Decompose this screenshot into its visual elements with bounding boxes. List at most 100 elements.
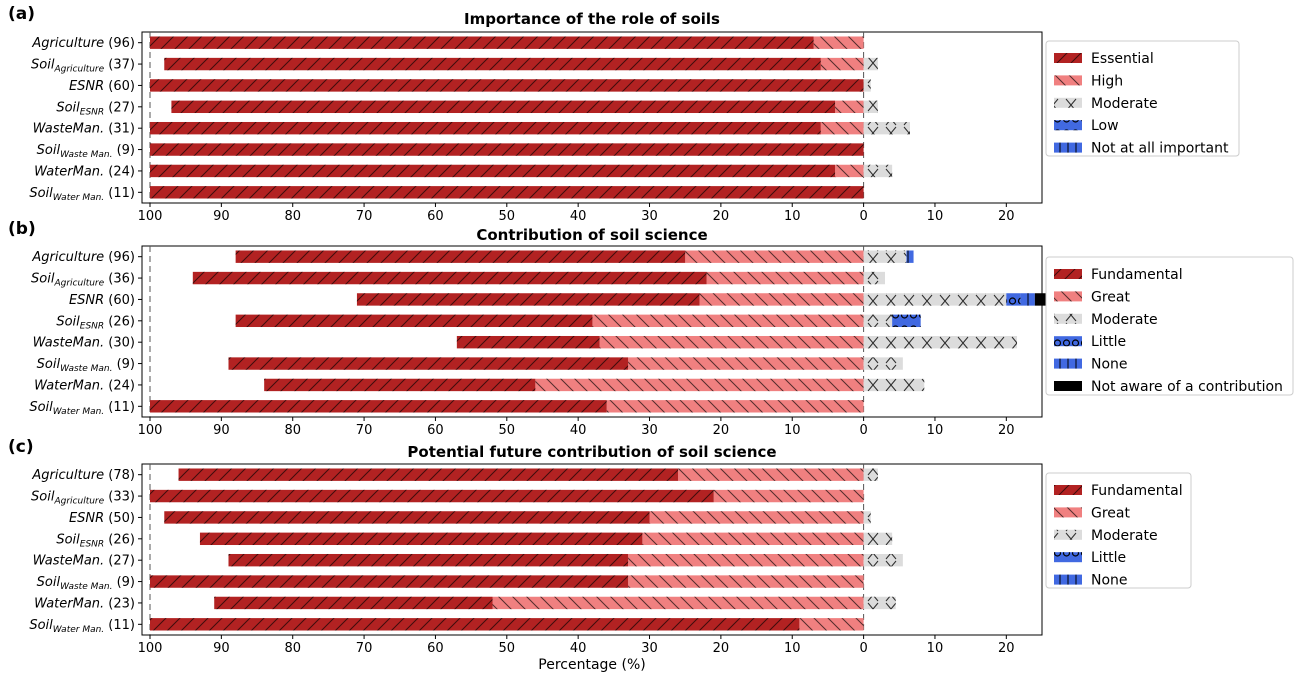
- bar-essential: [150, 36, 814, 49]
- legend-item: Moderate: [1054, 96, 1158, 112]
- x-tick-label: 20: [713, 423, 730, 438]
- bar-great: [535, 378, 864, 392]
- x-tick-label: 60: [427, 641, 444, 656]
- y-tick-label: SoilWaste Man. (9): [37, 357, 135, 374]
- legend-label: Not aware of a contribution: [1091, 379, 1283, 395]
- bar-row: [150, 36, 864, 49]
- x-tick-label: 0: [859, 423, 867, 438]
- x-tick-label: 90: [213, 423, 230, 438]
- bar-little: [1006, 293, 1021, 306]
- legend-label: Essential: [1091, 51, 1154, 67]
- x-tick-label: 10: [927, 209, 944, 224]
- bar-row: [150, 489, 864, 503]
- bar-great: [628, 575, 864, 588]
- bar-none: [906, 250, 914, 263]
- bar-moderate: [863, 596, 896, 610]
- y-tick-label: SoilWater Man. (11): [29, 186, 135, 203]
- bar-essential: [150, 186, 864, 199]
- bar-essential: [150, 79, 864, 92]
- bar-row: [164, 57, 878, 71]
- x-tick-label: 40: [570, 641, 587, 656]
- bar-row: [228, 553, 903, 567]
- axes-frame: [141, 31, 1043, 204]
- bar-moderate: [863, 121, 910, 135]
- bar-fundamental: [228, 553, 629, 567]
- x-tick-label: 0: [859, 641, 867, 656]
- legend: Essential High Moderate Low Not at all impor…: [1045, 40, 1240, 157]
- bar-great: [706, 271, 864, 285]
- x-tick-label: 50: [499, 209, 516, 224]
- x-tick-label: 80: [284, 423, 301, 438]
- legend-label: Not at all important: [1091, 141, 1229, 157]
- legend-item: High: [1054, 73, 1123, 89]
- legend-label: Low: [1091, 118, 1119, 134]
- panel-b: (b) Contribution of soil science Agricultu…: [8, 219, 1294, 438]
- x-tick-label: 60: [427, 423, 444, 438]
- bar-row: [192, 271, 886, 285]
- legend-label: Little: [1091, 334, 1126, 350]
- y-tick-label: Agriculture (96): [31, 36, 135, 51]
- bar-great: [606, 400, 864, 413]
- y-tick-label: SoilESNR (26): [56, 532, 135, 549]
- legend-label: Great: [1091, 289, 1130, 305]
- legend-item: Moderate: [1054, 528, 1158, 544]
- panel-letter: (b): [8, 219, 36, 239]
- legend-item: Essential: [1054, 51, 1154, 67]
- y-tick-label: ESNR (60): [69, 79, 135, 94]
- x-tick-label: 20: [998, 209, 1015, 224]
- x-tick-label: 20: [998, 641, 1015, 656]
- legend-swatch: [1054, 552, 1082, 563]
- bar-essential: [164, 57, 821, 71]
- legend-swatch: [1054, 53, 1082, 63]
- x-tick-label: 80: [284, 209, 301, 224]
- bar-row: [456, 335, 1018, 349]
- bar-row: [171, 100, 878, 114]
- legend-swatch: [1054, 120, 1082, 131]
- bar-great: [678, 468, 864, 481]
- x-tick-label: 30: [641, 209, 658, 224]
- bar-row: [178, 468, 878, 481]
- bar-fundamental: [150, 575, 629, 588]
- legend-item: Not at all important: [1054, 141, 1229, 157]
- bar-high: [820, 121, 864, 135]
- bar-row: [228, 357, 903, 370]
- bar-moderate: [863, 314, 893, 328]
- bar-great: [642, 532, 864, 546]
- bar-great: [628, 357, 864, 370]
- bar-fundamental: [192, 271, 707, 285]
- legend-label: Little: [1091, 550, 1126, 566]
- bar-row: [150, 121, 910, 135]
- panel-letter: (a): [8, 4, 35, 24]
- y-tick-label: WasteMan. (27): [33, 554, 135, 569]
- panel-title: Importance of the role of soils: [464, 10, 720, 28]
- bar-row: [150, 575, 864, 588]
- y-tick-label: SoilWater Man. (11): [29, 400, 135, 417]
- x-tick-label: 40: [570, 209, 587, 224]
- bar-row: [164, 511, 871, 524]
- legend-swatch: [1054, 381, 1082, 391]
- x-tick-label: 70: [356, 641, 373, 656]
- bar-great: [799, 618, 864, 631]
- bar-moderate: [863, 79, 871, 92]
- legend-label: None: [1091, 357, 1128, 373]
- bar-moderate: [863, 250, 907, 263]
- bar-fundamental: [228, 357, 629, 370]
- bar-moderate: [863, 532, 893, 546]
- y-tick-label: WaterMan. (24): [34, 164, 135, 179]
- axes-frame: [141, 463, 1043, 636]
- x-tick-label: 90: [213, 641, 230, 656]
- bar-moderate: [863, 357, 903, 370]
- legend-swatch: [1054, 313, 1082, 324]
- x-tick-label: 30: [641, 423, 658, 438]
- bar-row: [150, 143, 864, 156]
- x-tick-label: 100: [138, 641, 163, 656]
- bar-moderate: [863, 553, 903, 567]
- legend-label: Moderate: [1091, 96, 1158, 112]
- bar-moderate: [863, 335, 1018, 349]
- bar-fundamental: [164, 511, 650, 524]
- x-tick-label: 30: [641, 641, 658, 656]
- bar-moderate: [863, 511, 871, 524]
- bar-high: [820, 57, 864, 71]
- legend-item: Little: [1054, 334, 1126, 350]
